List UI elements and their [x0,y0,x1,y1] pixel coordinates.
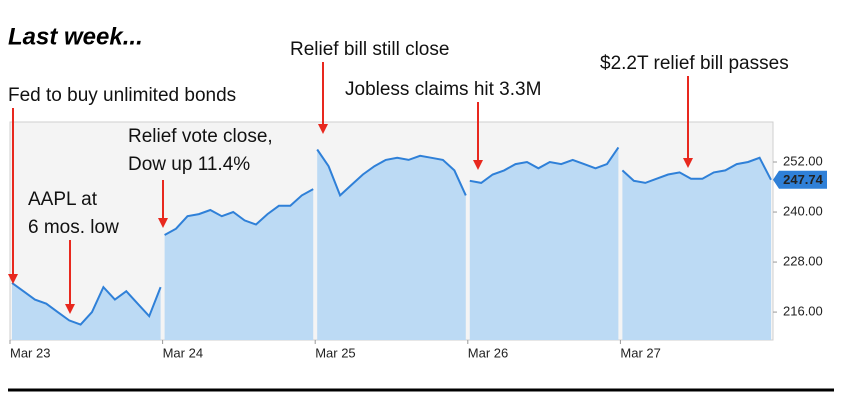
annotation: 6 mos. low [28,217,119,238]
value-label-box [773,170,827,189]
area [317,149,466,340]
y-tick-label: 216.00 [783,304,823,319]
annotation: Fed to buy unlimited bonds [8,85,236,106]
x-tick-label: Mar 25 [315,345,355,360]
x-tick-label: Mar 24 [163,345,203,360]
x-tick-label: Mar 27 [620,345,660,360]
line [316,148,467,198]
chart-title: Last week... [8,23,143,50]
area [164,189,314,340]
annotation: Relief bill still close [290,39,449,60]
line [11,282,162,326]
x-tick-label: Mar 23 [10,345,50,360]
area [469,147,619,340]
annotation: Dow up 11.4% [128,154,250,175]
y-tick-label: 240.00 [783,203,823,218]
line [164,188,314,236]
annotation: Jobless claims hit 3.3M [345,79,541,100]
area [622,157,771,340]
y-tick-label: 252.00 [783,153,823,168]
line [469,146,620,184]
annotation: $2.2T relief bill passes [600,53,789,74]
value-label: 247.74 [783,172,824,187]
annotation: Relief vote close, [128,126,273,147]
line [621,156,772,184]
area [12,282,161,340]
annotation: AAPL at [28,189,98,210]
x-tick-label: Mar 26 [468,345,508,360]
y-tick-label: 228.00 [783,253,823,268]
